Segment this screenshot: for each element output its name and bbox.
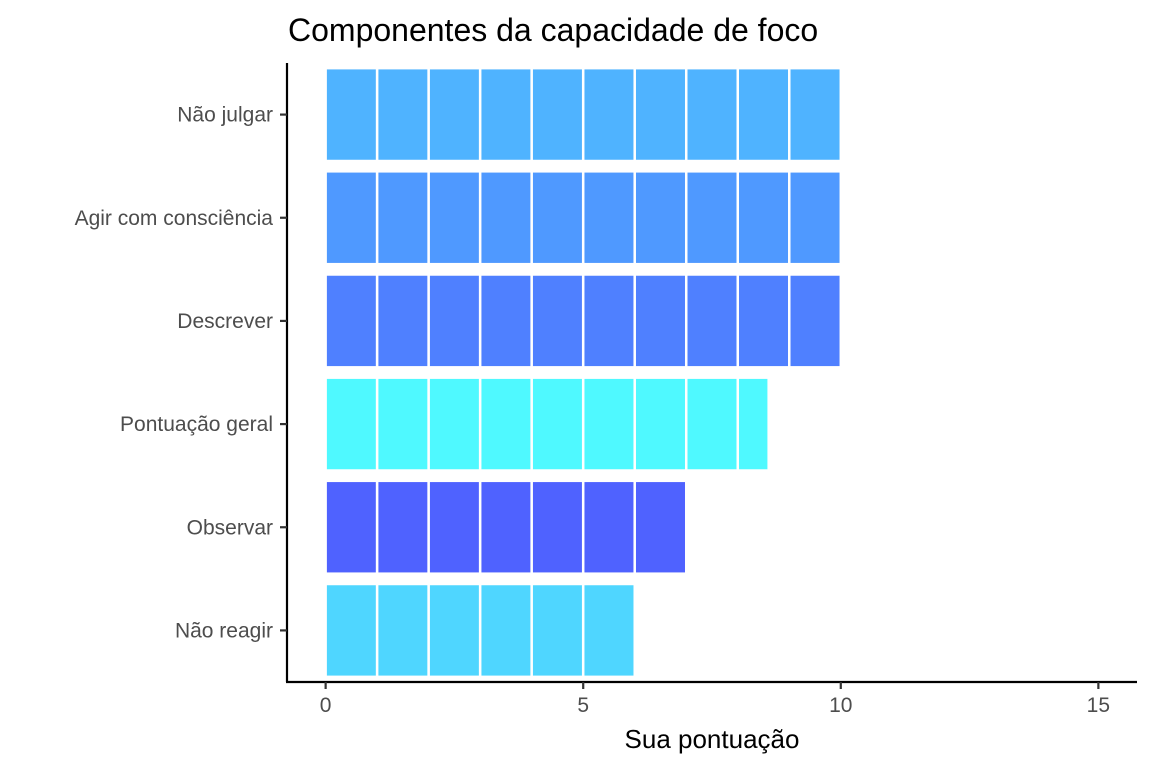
bar-segment xyxy=(581,66,636,163)
bar-segment xyxy=(633,170,688,266)
bar-segment xyxy=(581,479,636,575)
bar-segment xyxy=(324,479,379,575)
bar-segment xyxy=(736,376,770,472)
bar-segment xyxy=(375,582,430,679)
bar-segment xyxy=(530,479,585,575)
chart-title: Componentes da capacidade de foco xyxy=(288,12,818,48)
bar-5 xyxy=(324,582,636,679)
bar-segment xyxy=(788,66,843,163)
bar-segment xyxy=(684,66,740,163)
bar-segment xyxy=(633,66,688,163)
bar-segment xyxy=(478,376,533,472)
bar-segment xyxy=(375,66,430,163)
bar-segment xyxy=(788,273,843,369)
y-tick-label: Não julgar xyxy=(177,104,273,127)
bar-segment xyxy=(581,582,636,679)
bar-segment xyxy=(581,376,636,472)
bar-segment xyxy=(427,479,482,575)
bar-segment xyxy=(684,376,740,472)
bar-segment xyxy=(530,170,585,266)
bar-segment xyxy=(530,273,585,369)
bar-4 xyxy=(324,479,688,575)
y-tick-label: Agir com consciência xyxy=(75,207,274,230)
bar-segment xyxy=(633,479,688,575)
x-tick-label: 0 xyxy=(320,694,332,717)
bar-segment xyxy=(684,170,740,266)
bar-segment xyxy=(478,170,533,266)
bar-segment xyxy=(427,273,482,369)
bar-segment xyxy=(478,582,533,679)
bar-segment xyxy=(581,170,636,266)
x-tick-label: 10 xyxy=(829,694,852,717)
bar-segment xyxy=(324,66,379,163)
bar-segment xyxy=(324,170,379,266)
bar-segment xyxy=(478,66,533,163)
bar-1 xyxy=(324,170,843,266)
bar-segment xyxy=(375,376,430,472)
bar-3 xyxy=(324,376,770,472)
x-tick-label: 15 xyxy=(1087,694,1110,717)
bar-2 xyxy=(324,273,843,369)
bar-0 xyxy=(324,66,843,163)
bar-segment xyxy=(324,273,379,369)
bar-segment xyxy=(478,273,533,369)
x-axis-ticks: 0 5 10 15 xyxy=(320,682,1110,717)
bar-segment xyxy=(375,170,430,266)
y-tick-label: Descrever xyxy=(177,310,273,333)
y-tick-label: Não reagir xyxy=(175,619,273,642)
bar-segment xyxy=(427,170,482,266)
bar-segment xyxy=(530,376,585,472)
bar-segment xyxy=(633,273,688,369)
bar-segment xyxy=(736,273,791,369)
x-axis-label: Sua pontuação xyxy=(625,724,800,754)
bar-segment xyxy=(427,582,482,679)
bar-segment xyxy=(684,273,740,369)
bar-segment xyxy=(788,170,843,266)
bars-group xyxy=(324,66,843,679)
bar-segment xyxy=(427,66,482,163)
bar-segment xyxy=(375,273,430,369)
bar-segment xyxy=(633,376,688,472)
y-axis-ticks: Não julgar Agir com consciência Descrever P… xyxy=(75,104,287,642)
bar-segment xyxy=(736,66,791,163)
bar-segment xyxy=(478,479,533,575)
bar-segment xyxy=(324,376,379,472)
bar-segment xyxy=(375,479,430,575)
bar-segment xyxy=(530,66,585,163)
y-tick-label: Observar xyxy=(187,516,273,539)
bar-segment xyxy=(427,376,482,472)
x-tick-label: 5 xyxy=(577,694,589,717)
bar-segment xyxy=(324,582,379,679)
y-tick-label: Pontuação geral xyxy=(120,413,273,436)
bar-segment xyxy=(530,582,585,679)
bar-segment xyxy=(736,170,791,266)
bar-segment xyxy=(581,273,636,369)
